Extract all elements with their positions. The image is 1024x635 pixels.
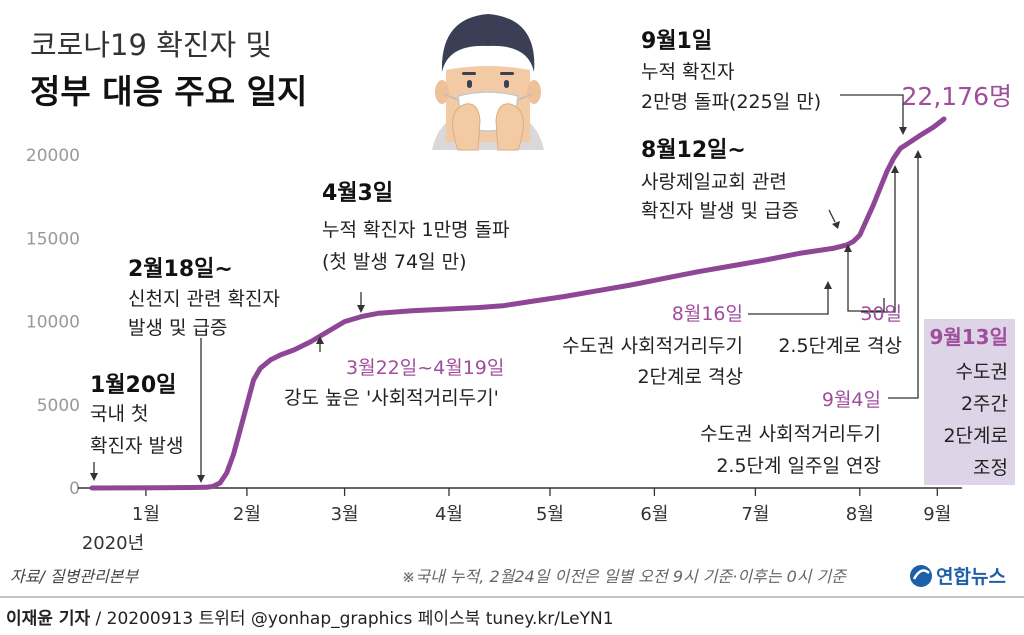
annotation-feb18-date: 2월18일~ bbox=[128, 257, 233, 282]
masked-person-illustration bbox=[432, 14, 544, 151]
annotation-aug12-line2: 확진자 발생 및 급증 bbox=[641, 200, 799, 222]
annotation-arrowheads bbox=[90, 127, 922, 483]
end-value-label: 22,176명 bbox=[902, 82, 1012, 111]
credit-line: 이재윤 기자 / 20200913 트위터 @yonhap_graphics 페… bbox=[6, 609, 614, 629]
x-tick-label: 8월 bbox=[846, 504, 874, 525]
y-tick-label: 20000 bbox=[26, 146, 80, 166]
x-sub-label: 2020년 bbox=[82, 533, 144, 554]
x-tick-label: 3월 bbox=[331, 504, 359, 525]
annotation-aug30-line1: 2.5단계로 격상 bbox=[778, 335, 902, 357]
annotation-jan20-date: 1월20일 bbox=[90, 373, 176, 398]
title-line2: 정부 대응 주요 일지 bbox=[30, 72, 307, 111]
annotation-sep4-line1: 수도권 사회적거리두기 bbox=[700, 423, 881, 445]
title-line1: 코로나19 확진자 및 bbox=[30, 28, 272, 62]
annotation-jan20-line2: 확진자 발생 bbox=[90, 435, 183, 457]
x-tick-label: 2월 bbox=[233, 504, 261, 525]
annotation-sep13-line2: 2주간 bbox=[961, 393, 1008, 415]
source-text: 자료/ 질병관리본부 bbox=[10, 567, 140, 586]
y-tick-label: 15000 bbox=[26, 229, 80, 249]
annotation-aug12-line1: 사랑제일교회 관련 bbox=[641, 171, 787, 193]
annotation-sep13-line3: 2단계로 bbox=[943, 425, 1008, 447]
annotation-leaders bbox=[93, 94, 919, 476]
annotation-apr3-line2: (첫 발생 74일 만) bbox=[322, 251, 467, 273]
y-tick-labels: 0 5000 10000 15000 20000 bbox=[26, 146, 80, 499]
x-tick-label: 9월 bbox=[923, 504, 951, 525]
annotation-apr3-line1: 누적 확진자 1만명 돌파 bbox=[322, 219, 510, 241]
series-line bbox=[89, 116, 947, 491]
annotation-sep13-line4: 조정 bbox=[973, 457, 1008, 479]
yonhap-logo-icon bbox=[910, 565, 932, 587]
x-tick-label: 7월 bbox=[741, 504, 769, 525]
annotation-aug16-date: 8월16일 bbox=[672, 303, 743, 325]
annotation-sep13-line1: 수도권 bbox=[956, 361, 1008, 383]
annotation-sep1-date: 9월1일 bbox=[641, 29, 712, 54]
footnote-text: ※국내 누적, 2월24일 이전은 일별 오전 9시 기준·이후는 0시 기준 bbox=[402, 567, 847, 586]
annotation-sep4-line2: 2.5단계 일주일 연장 bbox=[716, 455, 881, 477]
annotation-feb18-line1: 신천지 관련 확진자 bbox=[128, 288, 280, 310]
annotation-aug16-line1: 수도권 사회적거리두기 bbox=[562, 335, 743, 357]
yonhap-logo-text: 연합뉴스 bbox=[936, 566, 1006, 588]
annotation-sep1-line2: 2만명 돌파(225일 만) bbox=[641, 91, 821, 113]
annotation-apr3-date: 4월3일 bbox=[322, 181, 393, 206]
yonhap-logo: 연합뉴스 bbox=[910, 565, 1006, 588]
sep13-highlight-box bbox=[924, 319, 1015, 485]
annotation-mar22-line1: 강도 높은 '사회적거리두기' bbox=[284, 387, 499, 409]
annotation-feb18-line2: 발생 및 급증 bbox=[128, 317, 227, 339]
y-tick-label: 0 bbox=[69, 479, 80, 499]
annotation-jan20-line1: 국내 첫 bbox=[90, 403, 148, 425]
x-tick-label: 4월 bbox=[435, 504, 463, 525]
credit-rest: / 20200913 트위터 @yonhap_graphics 페이스북 tun… bbox=[90, 609, 613, 629]
x-tick-label: 1월 bbox=[132, 504, 160, 525]
y-tick-label: 10000 bbox=[26, 313, 80, 333]
annotation-aug30-date: 30일 bbox=[860, 303, 902, 325]
annotation-aug16-line2: 2단계로 격상 bbox=[637, 366, 743, 388]
annotation-sep1-line1: 누적 확진자 bbox=[641, 61, 734, 83]
annotation-aug12-date: 8월12일~ bbox=[641, 138, 746, 163]
y-tick-label: 5000 bbox=[37, 396, 80, 416]
annotation-mar22-date: 3월22일~4월19일 bbox=[346, 357, 504, 379]
x-tick-label: 6월 bbox=[640, 504, 668, 525]
annotation-sep13-date: 9월13일 bbox=[929, 325, 1008, 349]
annotation-sep4-date: 9월4일 bbox=[822, 389, 881, 411]
x-tick-label: 5월 bbox=[536, 504, 564, 525]
x-ticks: 1월 2월 3월 4월 5월 6월 7월 8월 9월 bbox=[132, 488, 951, 525]
credit-name: 이재윤 기자 bbox=[6, 609, 90, 629]
